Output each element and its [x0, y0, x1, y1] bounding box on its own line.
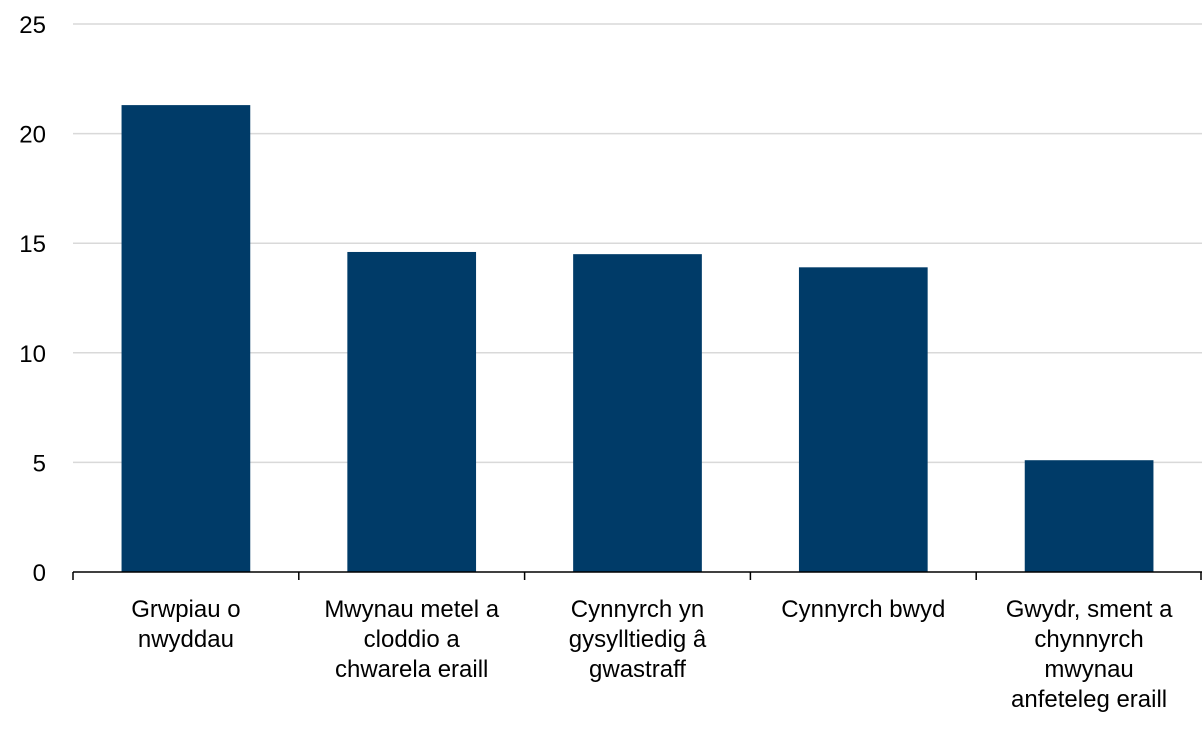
x-category-label: Gwydr, sment a chynnyrch mwynau anfeteleg e… [1006, 596, 1173, 713]
x-category-label-line: nwyddau [138, 626, 234, 653]
gridlines [73, 23, 1202, 464]
x-category-label: Cynnyrch yn gysylltiedig â gwastraff [569, 596, 707, 683]
x-category-label-line: chynnyrch [1034, 626, 1143, 653]
bar [798, 267, 928, 572]
x-axis [72, 571, 1202, 580]
x-category-label-line: Cynnyrch bwyd [781, 596, 945, 623]
x-axis-category-labels: Grwpiau o nwyddau Mwynau metel a cloddio a c… [131, 596, 1173, 713]
x-category-label-line: Grwpiau o [131, 596, 240, 623]
bar [121, 105, 251, 572]
y-tick-label: 20 [19, 122, 46, 149]
y-tick-label: 0 [33, 560, 46, 587]
x-category-label-line: cloddio a [364, 626, 461, 653]
bar [573, 254, 702, 572]
y-tick-label: 5 [33, 450, 46, 477]
x-category-label: Grwpiau o nwyddau [131, 596, 240, 653]
x-category-label-line: gwastraff [589, 656, 686, 683]
x-category-label: Mwynau metel a cloddio a chwarela eraill [324, 596, 499, 683]
y-axis-tick-labels: 0 5 10 15 20 25 [19, 12, 46, 587]
x-category-label-line: gysylltiedig â [569, 626, 707, 653]
x-category-label-line: Mwynau metel a [324, 596, 499, 623]
y-tick-label: 15 [19, 231, 46, 258]
bar [1024, 460, 1154, 572]
x-category-label-line: chwarela eraill [335, 656, 488, 683]
x-category-label-line: Gwydr, sment a [1006, 596, 1173, 623]
y-tick-label: 25 [19, 12, 46, 39]
y-tick-label: 10 [19, 341, 46, 368]
bars [121, 105, 1154, 572]
bar [347, 251, 477, 572]
x-category-label-line: anfeteleg eraill [1011, 686, 1167, 713]
x-category-label-line: mwynau [1044, 656, 1133, 683]
x-category-label: Cynnyrch bwyd [781, 596, 945, 623]
x-category-label-line: Cynnyrch yn [571, 596, 704, 623]
